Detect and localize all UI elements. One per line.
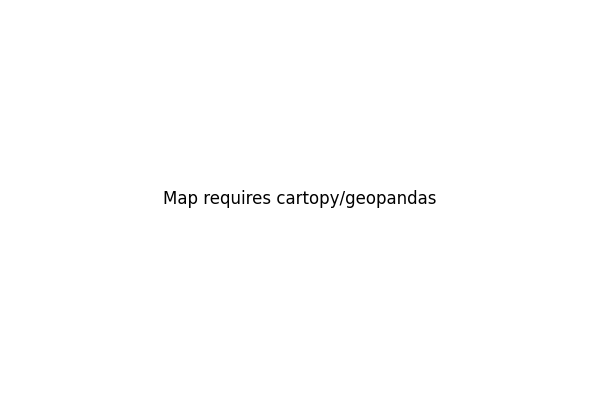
Text: Map requires cartopy/geopandas: Map requires cartopy/geopandas (163, 190, 437, 208)
